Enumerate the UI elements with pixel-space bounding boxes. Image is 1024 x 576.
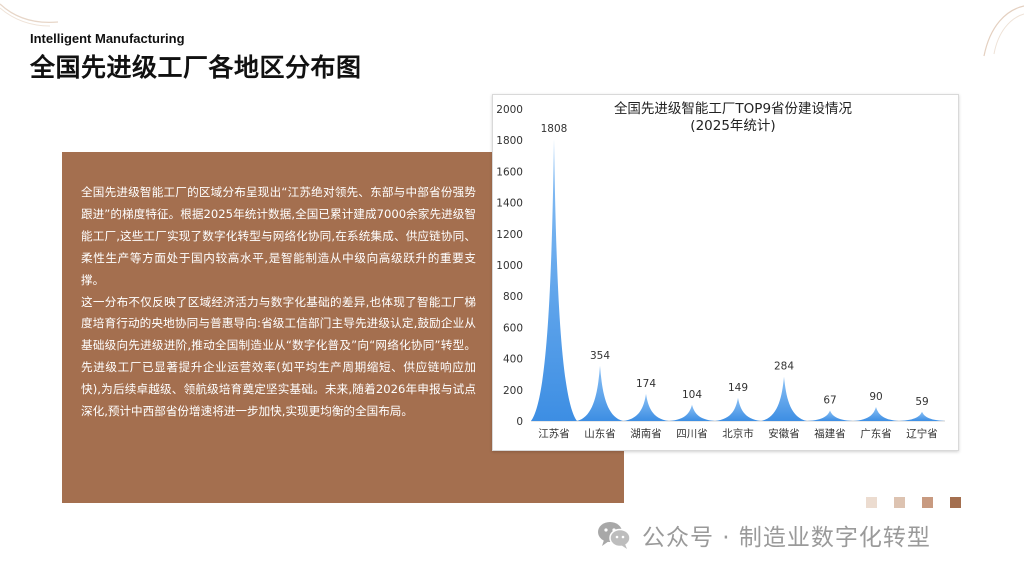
x-tick-label: 福建省 [814, 427, 846, 440]
decorative-square-4 [950, 497, 961, 508]
x-tick-label: 安徽省 [768, 427, 800, 440]
x-tick-label: 广东省 [860, 427, 892, 440]
decorative-square-1 [866, 497, 877, 508]
data-label: 1808 [541, 123, 568, 135]
data-label: 104 [682, 389, 702, 401]
data-label: 90 [869, 391, 882, 403]
chart-peak-四川省 [669, 404, 715, 421]
y-tick-label: 600 [503, 322, 523, 334]
data-label: 59 [915, 396, 928, 408]
description-text: 全国先进级智能工厂的区域分布呈现出“江苏绝对领先、东部与中部省份强势跟进”的梯度… [81, 182, 476, 423]
chart-peak-湖南省 [623, 393, 669, 421]
y-tick-label: 1400 [496, 198, 523, 210]
watermark: 公众号 · 制造业数字化转型 [596, 518, 931, 552]
y-tick-label: 400 [503, 354, 523, 366]
decorative-swirl-top-right [983, 5, 1024, 57]
data-label: 67 [823, 395, 836, 407]
description-paragraph-2: 这一分布不仅反映了区域经济活力与数字化基础的差异,也体现了智能工厂梯度培育行动的… [81, 294, 476, 419]
chart-peak-福建省 [807, 410, 853, 421]
chart-peak-广东省 [853, 406, 899, 421]
data-label: 174 [636, 378, 656, 390]
decorative-squares [866, 493, 978, 512]
y-tick-label: 1000 [496, 260, 523, 272]
y-tick-label: 200 [503, 385, 523, 397]
x-tick-label: 湖南省 [630, 427, 662, 440]
x-tick-label: 辽宁省 [906, 427, 938, 440]
chart-peak-安徽省 [761, 376, 807, 421]
y-tick-label: 2000 [496, 104, 523, 116]
x-tick-label: 北京市 [722, 427, 754, 440]
data-label: 354 [590, 350, 610, 362]
y-tick-label: 800 [503, 291, 523, 303]
data-label: 149 [728, 382, 748, 394]
decorative-square-3 [922, 497, 933, 508]
x-tick-label: 江苏省 [538, 427, 570, 440]
chart-card: 0 200 400 600 800 1000 1200 1400 1600 1800 2000 18… [492, 94, 959, 451]
watermark-text: 公众号 · 制造业数字化转型 [642, 525, 931, 551]
y-tick-label: 1800 [496, 135, 523, 147]
chart-title-line-2: (2025年统计) [690, 118, 776, 134]
chart-peak-北京市 [715, 397, 761, 421]
area-chart: 0 200 400 600 800 1000 1200 1400 1600 1800 2000 18… [496, 104, 945, 440]
header-subtitle-en: Intelligent Manufacturing [30, 31, 185, 46]
chart-peak-江苏省 [531, 138, 577, 421]
y-tick-label: 1200 [496, 229, 523, 241]
decorative-swirl-top-left [0, 3, 59, 27]
wechat-icon [598, 522, 631, 549]
chart-title: 全国先进级智能工厂TOP9省份建设情况 (2025年统计) [583, 101, 883, 135]
x-tick-label: 山东省 [584, 427, 616, 440]
chart-peak-山东省 [577, 365, 623, 421]
y-tick-label: 1600 [496, 166, 523, 178]
x-tick-label: 四川省 [676, 427, 708, 440]
page-title: 全国先进级工厂各地区分布图 [30, 53, 362, 82]
data-label: 284 [774, 361, 794, 373]
y-tick-label: 0 [516, 416, 523, 428]
decorative-square-2 [894, 497, 905, 508]
description-paragraph-1: 全国先进级智能工厂的区域分布呈现出“江苏绝对领先、东部与中部省份强势跟进”的梯度… [81, 185, 476, 287]
chart-peak-辽宁省 [899, 411, 945, 421]
chart-title-line-1: 全国先进级智能工厂TOP9省份建设情况 [613, 101, 853, 117]
